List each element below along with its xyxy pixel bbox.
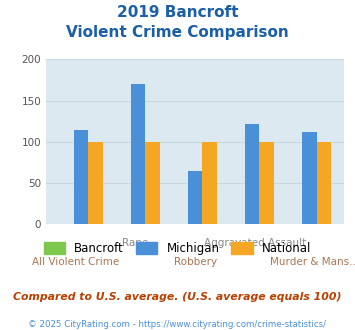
Text: Aggravated Assault: Aggravated Assault bbox=[204, 238, 306, 248]
Text: Violent Crime Comparison: Violent Crime Comparison bbox=[66, 25, 289, 40]
Legend: Bancroft, Michigan, National: Bancroft, Michigan, National bbox=[39, 237, 316, 260]
Bar bbox=[260, 142, 274, 224]
Text: Rape: Rape bbox=[122, 238, 149, 248]
Bar bbox=[188, 171, 202, 224]
Bar bbox=[202, 142, 217, 224]
Bar bbox=[145, 142, 160, 224]
Text: Compared to U.S. average. (U.S. average equals 100): Compared to U.S. average. (U.S. average … bbox=[13, 292, 342, 302]
Bar bbox=[88, 142, 103, 224]
Text: Murder & Mans...: Murder & Mans... bbox=[270, 257, 355, 267]
Bar bbox=[245, 124, 260, 224]
Bar bbox=[302, 132, 317, 224]
Bar bbox=[317, 142, 331, 224]
Text: 2019 Bancroft: 2019 Bancroft bbox=[117, 5, 238, 20]
Text: All Violent Crime: All Violent Crime bbox=[32, 257, 120, 267]
Text: © 2025 CityRating.com - https://www.cityrating.com/crime-statistics/: © 2025 CityRating.com - https://www.city… bbox=[28, 320, 327, 329]
Text: Robbery: Robbery bbox=[174, 257, 217, 267]
Bar bbox=[131, 84, 145, 224]
Bar bbox=[74, 129, 88, 224]
